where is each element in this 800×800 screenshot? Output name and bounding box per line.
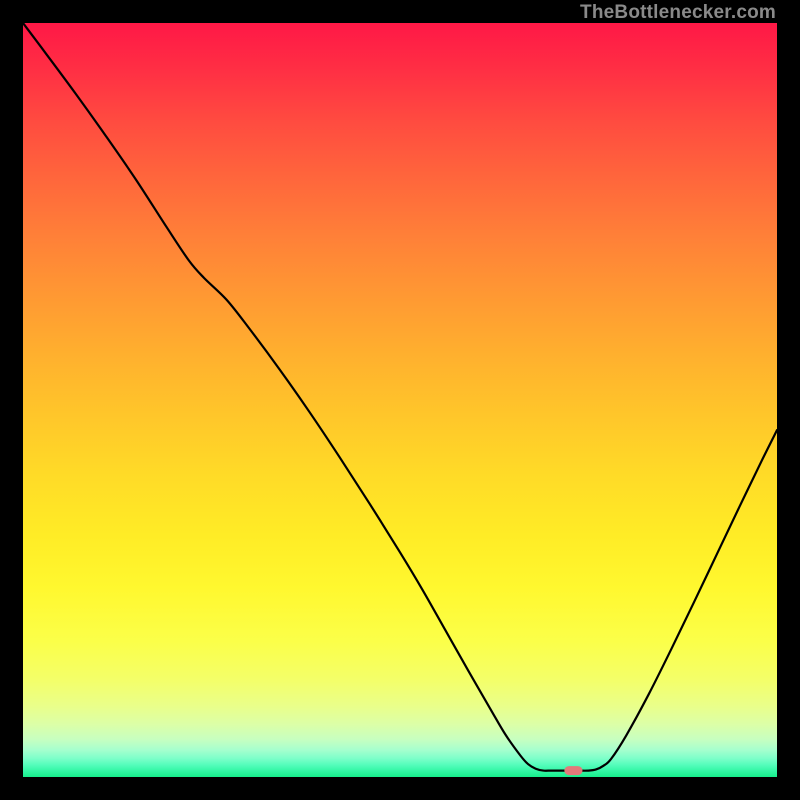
watermark-text: TheBottlenecker.com	[580, 2, 776, 24]
optimal-marker	[564, 766, 582, 775]
plot-area	[23, 23, 777, 777]
chart-container: { "watermark": { "text": "TheBottlenecke…	[0, 0, 800, 800]
plot-svg	[23, 23, 777, 777]
